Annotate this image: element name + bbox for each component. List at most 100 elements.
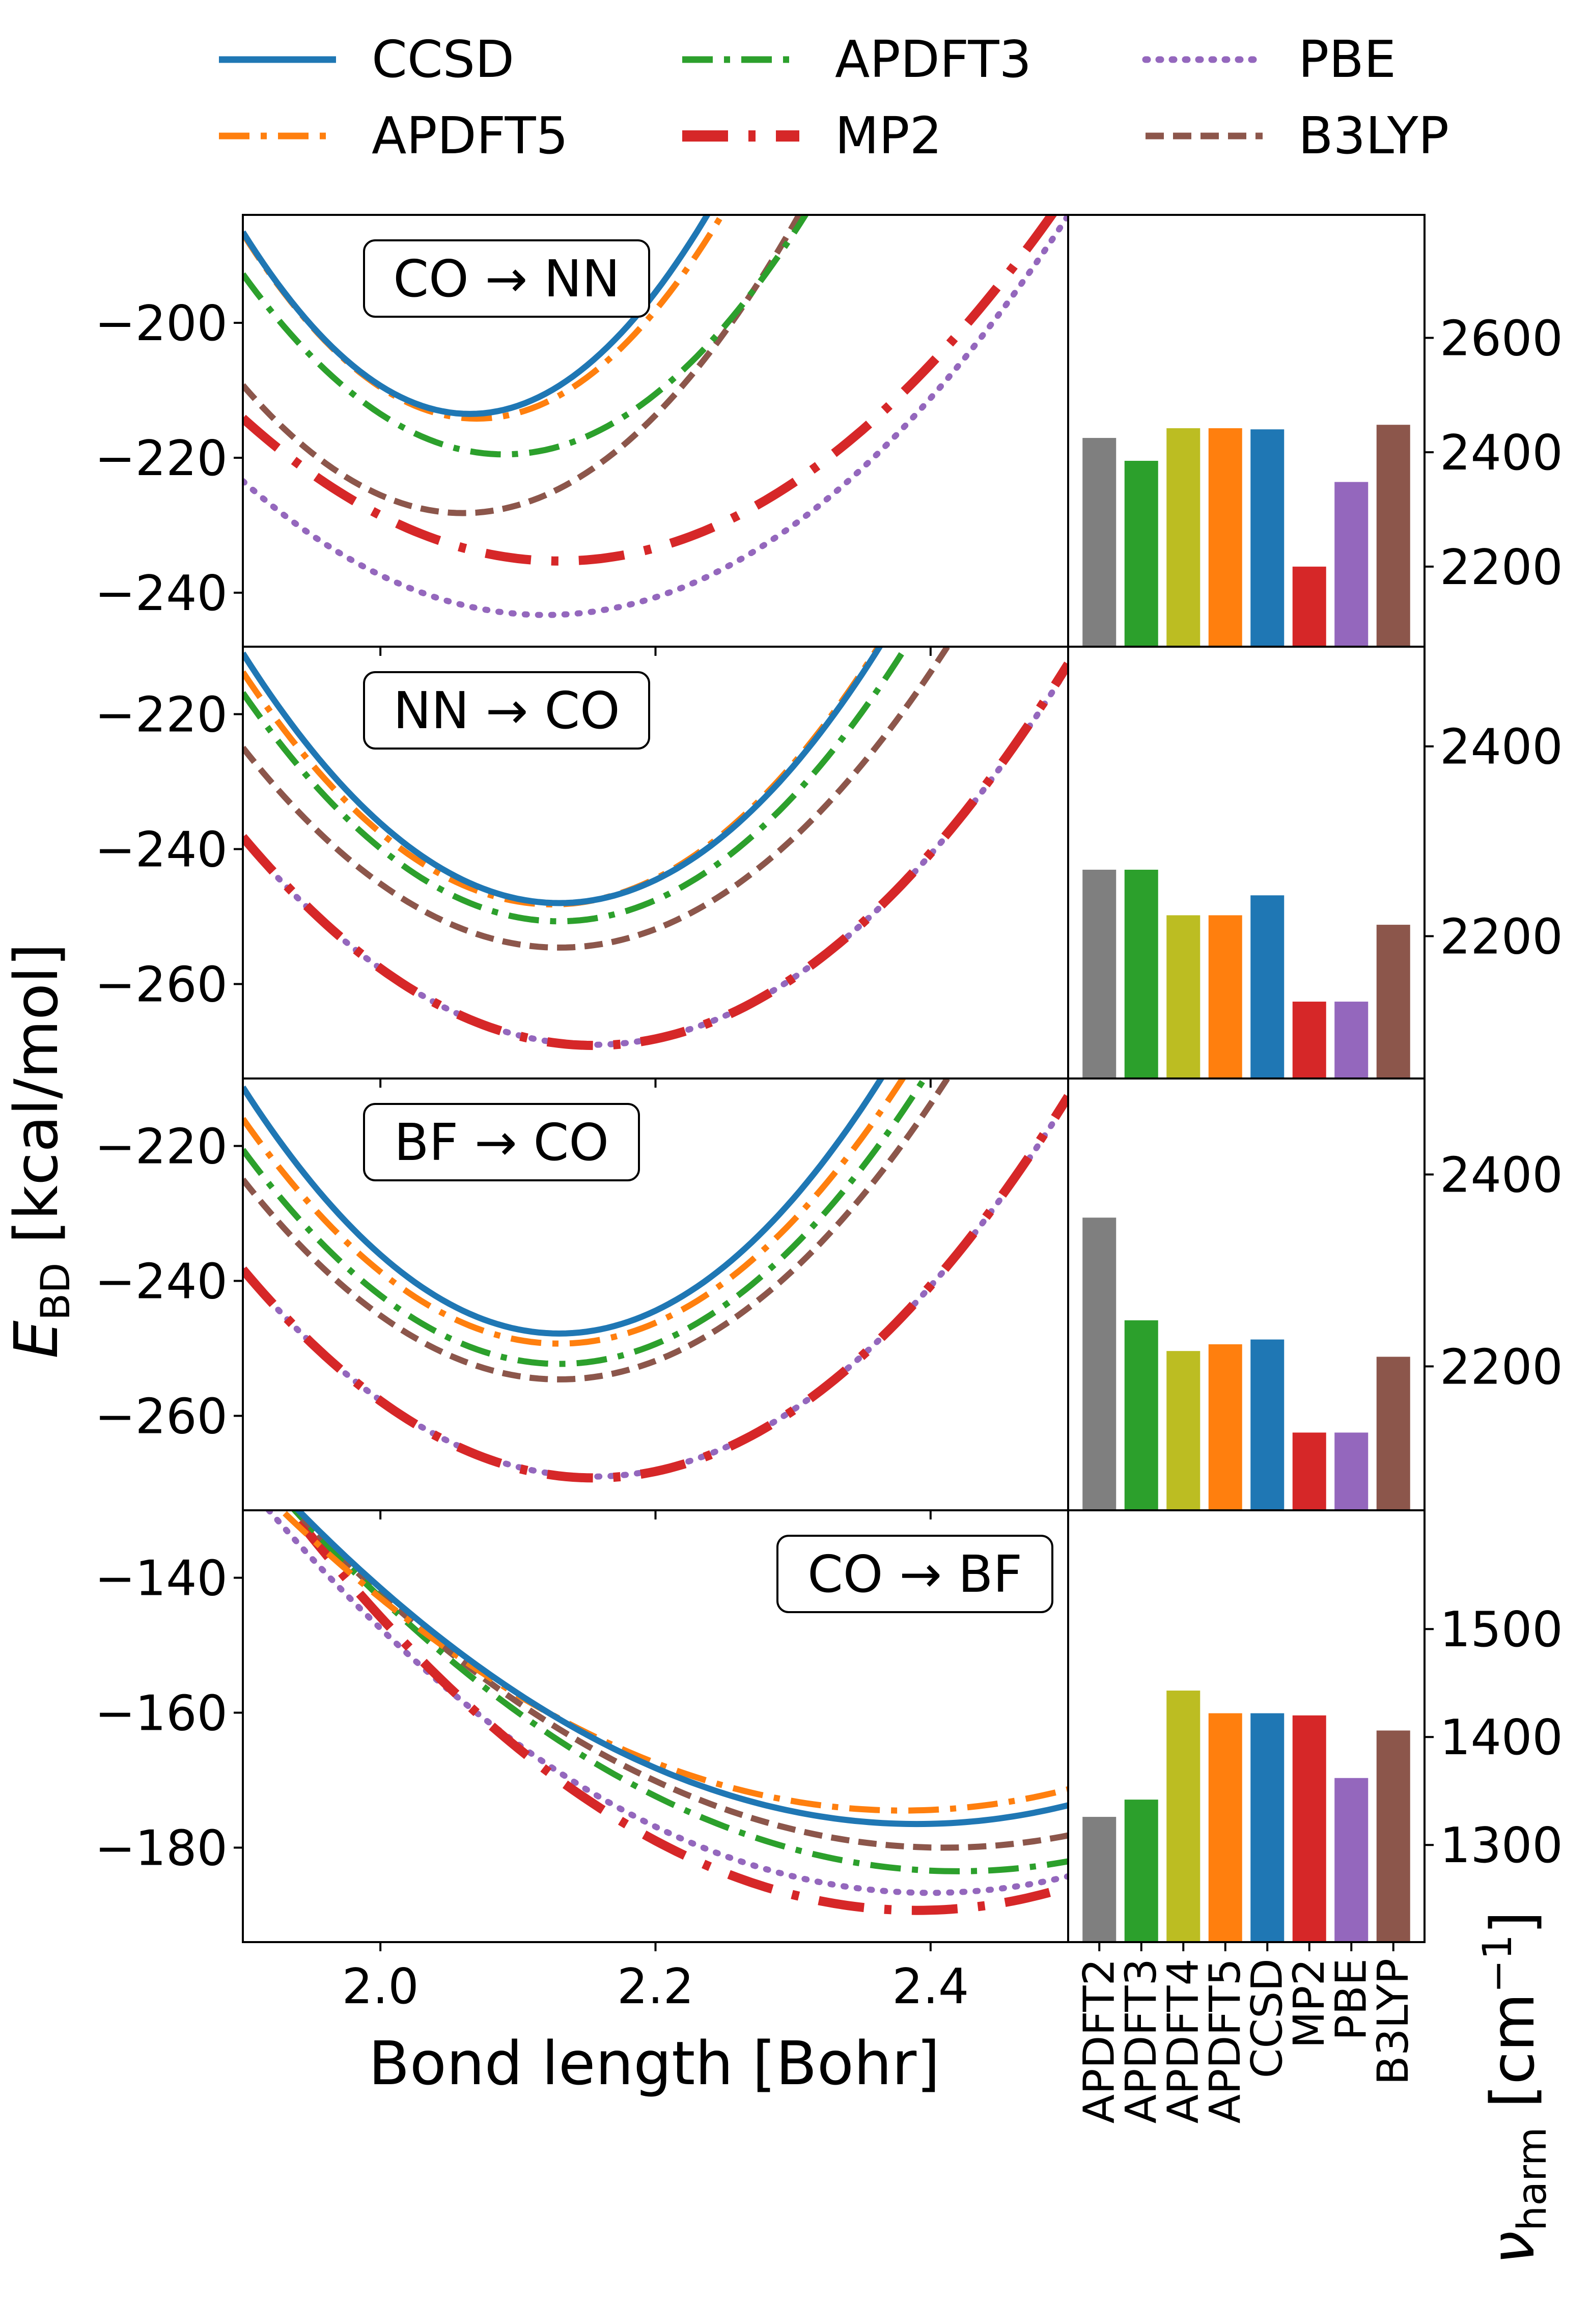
y-tick-label: 2200 <box>1440 1339 1563 1395</box>
bar-apdft2 <box>1082 1817 1117 1942</box>
bar-ccsd <box>1250 895 1285 1078</box>
category-label: CCSD <box>1242 1958 1292 2078</box>
bar-b3lyp <box>1376 425 1410 647</box>
y-tick-label: −180 <box>95 1821 228 1877</box>
series-pbe <box>265 1510 1068 1896</box>
legend-label: B3LYP <box>1298 106 1449 165</box>
x-tick-label: 2.0 <box>342 1959 419 2015</box>
series-ccsd <box>294 1510 1068 1828</box>
y-tick-label: 2200 <box>1440 909 1563 965</box>
series-apdft3 <box>243 1078 928 1367</box>
series-apdft5 <box>243 1078 907 1347</box>
y-axis-title: EBD [kcal/mol] <box>1 943 79 1359</box>
y-tick-label: −220 <box>95 431 228 487</box>
bar-panel-4: 1300 1400 1500 APDFT2APDFT3APDFT4APDFT5CCSD… <box>1067 1509 1563 2123</box>
series-mp2 <box>243 215 1057 566</box>
series-ccsd <box>243 1078 885 1337</box>
y-tick-label: −200 <box>95 296 228 352</box>
bar-apdft4 <box>1166 1351 1201 1510</box>
bar-mp2 <box>1292 1002 1326 1078</box>
panel-label: BF → CO <box>394 1113 609 1172</box>
bar-mp2 <box>1292 1715 1326 1942</box>
y-tick-label: −240 <box>95 566 228 622</box>
series-lines <box>243 1078 1068 1483</box>
panel-label-box <box>363 1103 640 1181</box>
series-apdft5 <box>277 1510 1068 1814</box>
panel-label: CO → NN <box>393 249 620 309</box>
series-pbe <box>243 215 1068 618</box>
legend-label: PBE <box>1298 30 1396 89</box>
panel-label-box <box>363 671 650 750</box>
series-b3lyp <box>243 1078 951 1382</box>
bar-apdft4 <box>1166 428 1201 647</box>
bar-b3lyp <box>1376 1357 1410 1510</box>
panel-label: CO → BF <box>807 1544 1022 1604</box>
series-b3lyp <box>243 215 803 516</box>
series-lines <box>243 215 1068 618</box>
bar-apdft5 <box>1208 428 1242 647</box>
right-axis-title: νharm [cm−1] <box>1475 1911 1555 2264</box>
bar-apdft2 <box>1082 1218 1117 1510</box>
category-label: APDFT2 <box>1074 1958 1124 2123</box>
line-panel-2: −220 −240 −260 NN → CO <box>95 646 1069 1088</box>
legend-label: APDFT3 <box>835 30 1031 89</box>
bar-ccsd <box>1250 1713 1285 1942</box>
legend-entry-apdft3: APDFT3 <box>682 30 1031 89</box>
bar-ccsd <box>1250 1339 1285 1510</box>
bar-apdft4 <box>1166 915 1201 1078</box>
y-tick-label: −240 <box>95 1254 228 1310</box>
bar-pbe <box>1334 1778 1369 1942</box>
bar-ccsd <box>1250 429 1285 647</box>
plot-frame <box>1067 1509 1426 1943</box>
series-mp2 <box>243 1094 1068 1483</box>
plot-frame <box>1067 646 1426 1080</box>
legend-label: CCSD <box>372 30 514 89</box>
series-ccsd <box>243 647 883 906</box>
bar-apdft5 <box>1208 915 1242 1078</box>
bar-panel-3: 2200 2400 <box>1067 1077 1563 1511</box>
y-tick-label: −140 <box>95 1551 228 1607</box>
series-ccsd <box>243 215 711 417</box>
y-tick-label: −160 <box>95 1686 228 1742</box>
y-tick-label: 2400 <box>1440 1147 1563 1203</box>
legend-entry-b3lyp: B3LYP <box>1146 106 1449 165</box>
legend-label: MP2 <box>835 106 942 165</box>
line-panel-4: −140 −160 −180 CO → BF <box>95 1509 1069 1951</box>
legend-entry-pbe: PBE <box>1142 30 1396 89</box>
y-tick-label: 1500 <box>1440 1602 1563 1658</box>
legend-entry-apdft5: APDFT5 <box>219 106 568 165</box>
y-tick-label: 2400 <box>1440 720 1563 776</box>
x-tick-label: 2.2 <box>617 1959 694 2015</box>
bar-panel-1: 2200 2400 2600 <box>1067 214 1563 648</box>
bar-b3lyp <box>1376 1730 1410 1942</box>
panel-label-box <box>363 239 650 318</box>
category-label: PBE <box>1326 1958 1376 2040</box>
bar-apdft3 <box>1124 460 1158 647</box>
plot-frame <box>1067 1077 1426 1511</box>
legend-entry-mp2: MP2 <box>682 106 942 165</box>
bar-pbe <box>1334 482 1369 647</box>
y-tick-label: 1300 <box>1440 1818 1563 1874</box>
bar-apdft3 <box>1124 1800 1158 1942</box>
series-mp2 <box>243 661 1068 1050</box>
bar-apdft2 <box>1082 438 1117 647</box>
bar-panel-2: 2200 2400 <box>1067 646 1563 1080</box>
bar-pbe <box>1334 1432 1369 1510</box>
line-panel-1: −200 −220 −240 CO → NN <box>95 214 1069 656</box>
category-label: APDFT3 <box>1116 1958 1166 2123</box>
series-lines <box>265 1510 1068 1915</box>
y-tick-label: −220 <box>95 687 228 743</box>
bar-apdft3 <box>1124 1320 1158 1510</box>
legend: CCSD APDFT3 PBE APDFT5 MP2 B3LYP <box>219 30 1449 165</box>
series-mp2 <box>285 1510 1068 1915</box>
series-lines <box>243 647 1068 1050</box>
bar-apdft3 <box>1124 869 1158 1078</box>
y-tick-label: 2600 <box>1440 311 1563 367</box>
legend-entry-ccsd: CCSD <box>219 30 514 89</box>
bar-apdft4 <box>1166 1691 1201 1942</box>
category-label: B3LYP <box>1368 1958 1418 2085</box>
panel-label: NN → CO <box>393 681 620 740</box>
y-tick-label: −260 <box>95 1389 228 1445</box>
